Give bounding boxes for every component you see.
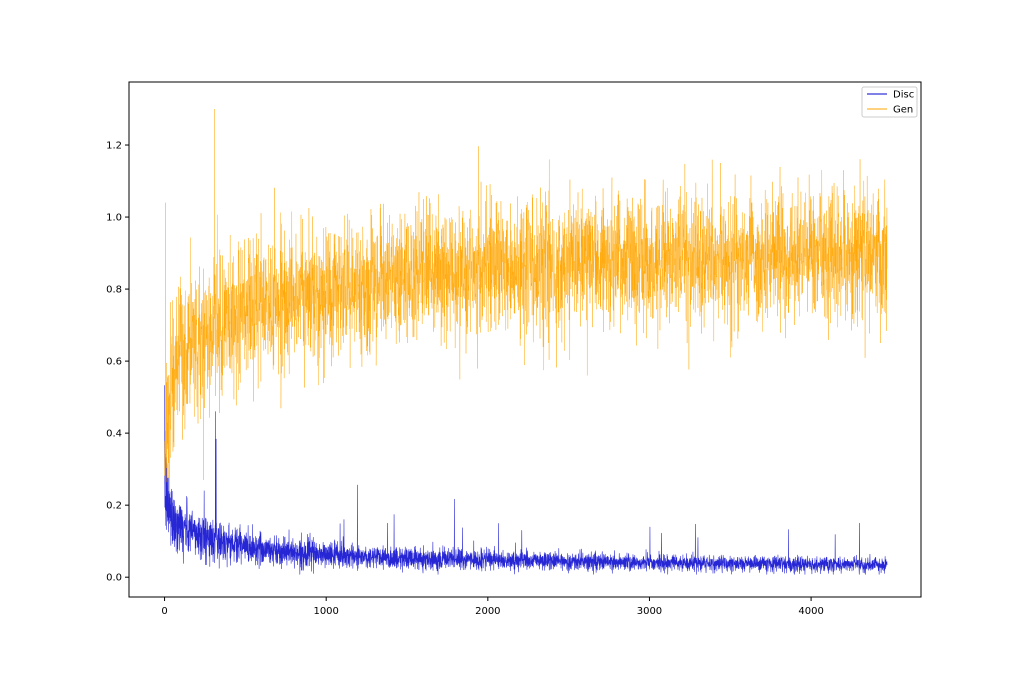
axis-layer: 0 1000 2000 3000 4000 0.0 0.2 0.4 0.6 0.8 1.0 1.2	[106, 141, 824, 617]
legend-label-gen: Gen	[893, 105, 913, 116]
y-tick-label: 1.0	[106, 213, 122, 224]
x-tick-label: 3000	[637, 606, 662, 617]
legend: Disc Gen	[861, 86, 918, 118]
legend-label-disc: Disc	[893, 90, 914, 101]
y-tick-label: 0.6	[106, 357, 122, 368]
series-line-gen	[164, 108, 888, 497]
y-tick-label: 0.4	[106, 429, 122, 440]
x-tick-label: 2000	[475, 606, 500, 617]
plot-frame	[128, 81, 922, 598]
y-tick-label: 0.8	[106, 285, 122, 296]
x-tick-label: 0	[161, 606, 167, 617]
y-tick-label: 1.2	[106, 141, 122, 152]
y-tick-label: 0.2	[106, 501, 122, 512]
series-layer	[164, 108, 888, 575]
x-tick-label: 1000	[313, 606, 338, 617]
x-tick-label: 4000	[798, 606, 823, 617]
series-line-disc	[164, 385, 888, 575]
y-tick-label: 0.0	[106, 573, 122, 584]
